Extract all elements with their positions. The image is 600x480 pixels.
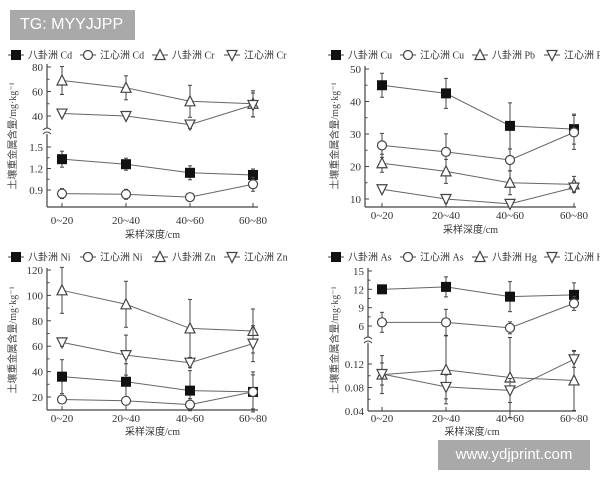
- series-line: [56, 374, 259, 412]
- x-tick-label: 0~20: [371, 413, 394, 425]
- y-tick-label: 1.5: [29, 142, 43, 154]
- legend-entry: 江心洲 Zn: [244, 252, 288, 264]
- legend-entry: 江心洲 Cu: [420, 50, 464, 62]
- series-line: [377, 276, 579, 313]
- legend-entry: 江心洲 Pb: [564, 50, 600, 62]
- y-tick-label: 0.04: [345, 406, 365, 418]
- y-tick-label: 40: [32, 367, 44, 379]
- y-tick-label: 20: [32, 392, 44, 404]
- y-tick-label: 0.12: [345, 359, 364, 371]
- y-tick-label: 60: [32, 87, 44, 99]
- x-tick-label: 20~40: [432, 413, 460, 425]
- series-line: [56, 176, 259, 203]
- y-tick-label: 80: [32, 62, 44, 74]
- x-tick-label: 40~60: [176, 413, 204, 425]
- legend-entry: 江心洲 Hg: [564, 252, 600, 264]
- x-tick-label: 40~60: [496, 413, 524, 425]
- y-tick-label: 120: [27, 265, 44, 277]
- chart-panel-bottom-left: 八卦洲 Ni 江心洲 Ni 八卦洲 Zn 江心洲 Zn 120 100 80 60 40 20 0~…: [6, 250, 288, 438]
- y-tick-label: 12: [353, 284, 364, 296]
- x-tick-label: 40~60: [496, 210, 524, 222]
- x-tick-label: 60~80: [239, 413, 267, 425]
- legend-entry: 八卦洲 Pb: [492, 49, 535, 62]
- y-tick-label: 6: [359, 321, 365, 333]
- x-axis-title: 采样深度/cm: [443, 223, 498, 236]
- y-tick-label: 60: [32, 341, 44, 353]
- y-tick-label: 0.08: [345, 383, 365, 395]
- y-axis-title: 土壤重金属含量/mg·kg⁻¹: [328, 286, 341, 393]
- x-tick-label: 0~20: [371, 210, 394, 222]
- x-axis-title: 采样深度/cm: [125, 228, 180, 241]
- x-axis-title: 采样深度/cm: [125, 425, 180, 438]
- y-tick-label: 80: [32, 316, 44, 328]
- y-tick-label: 40: [32, 111, 44, 123]
- y-tick-label: 0.9: [29, 185, 43, 197]
- x-tick-label: 40~60: [176, 215, 204, 227]
- legend-entry: 江心洲 As: [420, 252, 464, 264]
- x-axis-title: 采样深度/cm: [445, 425, 500, 438]
- y-tick-label: 9: [359, 303, 365, 315]
- y-tick-label: 100: [27, 290, 44, 302]
- series-line: [376, 153, 580, 196]
- series-line: [56, 266, 259, 358]
- legend-entry: 八卦洲 Ni: [28, 251, 71, 264]
- legend: 八卦洲 Cd 江心洲 Cd 八卦洲 Cr 江心洲 Cr: [8, 48, 287, 62]
- x-tick-label: 20~40: [112, 215, 140, 227]
- series-line: [376, 114, 580, 172]
- y-tick-label: 10: [350, 194, 362, 206]
- series-line: [56, 65, 259, 118]
- chart-panel-bottom-right: 八卦洲 As 江心洲 As 八卦洲 Hg 江心洲 Hg 15 12 9 6 0.12 0.08 0.…: [328, 250, 600, 438]
- legend-entry: 八卦洲 Hg: [492, 251, 537, 264]
- legend-entry: 八卦洲 As: [348, 251, 392, 264]
- x-tick-label: 60~80: [560, 413, 588, 425]
- legend-entry: 八卦洲 Cr: [172, 49, 215, 62]
- chart-panel-top-right: 八卦洲 Cu 江心洲 Cu 八卦洲 Pb 江心洲 Pb 50 40 30 20 10 0~20 20…: [328, 48, 600, 236]
- series-line: [376, 295, 580, 336]
- watermark-top: TG: MYYJJPP: [10, 10, 135, 40]
- series-line: [56, 92, 259, 132]
- y-axis-title: 土壤重金属含量/mg·kg⁻¹: [328, 82, 341, 189]
- x-tick-label: 0~20: [51, 215, 74, 227]
- x-tick-label: 60~80: [239, 215, 267, 227]
- legend-entry: 江心洲 Cr: [244, 50, 287, 62]
- series-line: [56, 325, 259, 376]
- y-tick-label: 50: [350, 64, 362, 76]
- legend-entry: 江心洲 Cd: [100, 50, 144, 62]
- series-line: [376, 182, 580, 211]
- y-tick-label: 30: [350, 129, 362, 141]
- y-axis-title: 土壤重金属含量/mg·kg⁻¹: [6, 82, 19, 189]
- legend: 八卦洲 Ni 江心洲 Ni 八卦洲 Zn 江心洲 Zn: [8, 250, 288, 264]
- y-tick-label: 20: [350, 162, 362, 174]
- legend-entry: 八卦洲 Cu: [348, 49, 392, 62]
- legend-entry: 江心洲 Ni: [100, 252, 143, 264]
- series-line: [376, 335, 580, 419]
- series-line: [377, 72, 579, 150]
- y-tick-label: 40: [350, 97, 362, 109]
- legend: 八卦洲 Cu 江心洲 Cu 八卦洲 Pb 江心洲 Pb: [328, 48, 600, 62]
- series-line: [57, 150, 258, 182]
- series-line: [57, 359, 258, 413]
- chart-panel-top-left: 八卦洲 Cd 江心洲 Cd 八卦洲 Cr 江心洲 Cr 80 60 40 1.5 1.2 0.9 0…: [6, 48, 287, 241]
- x-tick-label: 20~40: [112, 413, 140, 425]
- legend: 八卦洲 As 江心洲 As 八卦洲 Hg 江心洲 Hg: [328, 250, 600, 264]
- x-tick-label: 0~20: [51, 413, 74, 425]
- legend-entry: 八卦洲 Zn: [172, 251, 216, 264]
- y-tick-label: 15: [353, 266, 365, 278]
- y-axis-title: 土壤重金属含量/mg·kg⁻¹: [6, 286, 19, 393]
- y-tick-label: 1.2: [29, 164, 43, 176]
- watermark-bottom: www.ydjprint.com: [438, 440, 590, 470]
- legend-entry: 八卦洲 Cd: [28, 49, 72, 62]
- series-line: [376, 350, 580, 403]
- x-tick-label: 20~40: [432, 210, 460, 222]
- x-tick-label: 60~80: [560, 210, 588, 222]
